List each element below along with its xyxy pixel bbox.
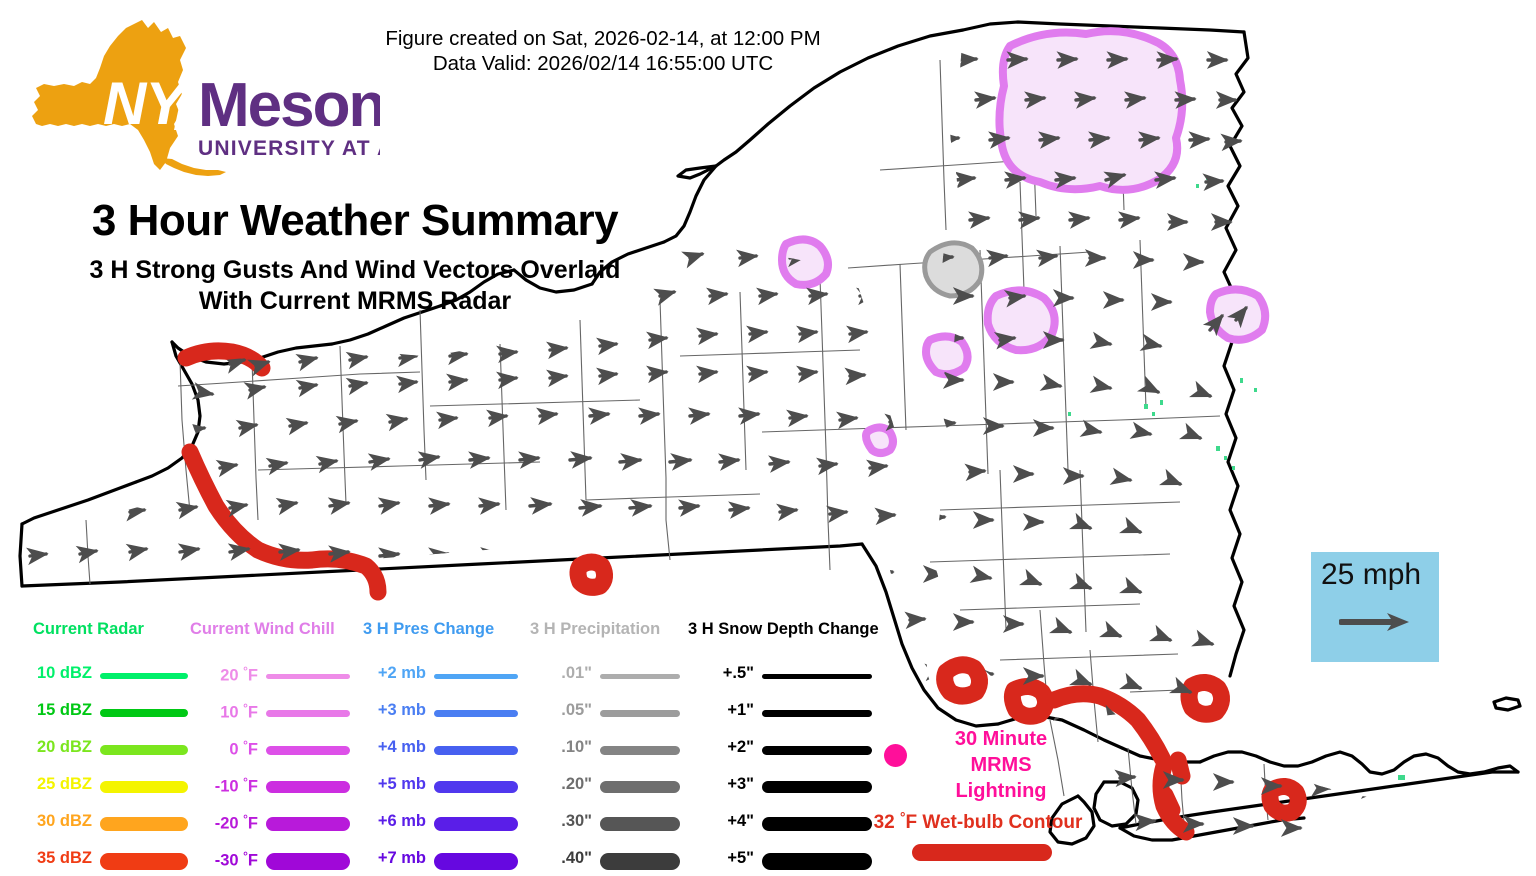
legend-swatch-3h-pres-change-0: [434, 673, 518, 679]
legend-label-3h-pres-change-1: +3 mb: [377, 701, 426, 719]
legend-label-current-wind-chill-0: 20 °F: [220, 664, 258, 685]
lightning-legend-text: 30 Minute MRMS Lightning: [912, 726, 1090, 804]
legend-swatch-current-wind-chill-3: [266, 781, 350, 793]
legend-label-3h-pres-change-4: +6 mb: [377, 812, 426, 830]
legend-swatch-3h-snow-depth-change-3: [762, 781, 872, 793]
legend-header-current-wind-chill: Current Wind Chill: [190, 620, 335, 638]
legend-label-3h-snow-depth-change-5: +5": [727, 849, 754, 867]
legend-label-3h-precipitation-3: .20": [561, 775, 592, 793]
figure-timestamp: Figure created on Sat, 2026-02-14, at 12…: [368, 26, 838, 76]
legend-swatch-current-wind-chill-1: [266, 709, 350, 717]
legend-swatch-current-wind-chill-5: [266, 852, 350, 870]
legend-header-3h-pres-change: 3 H Pres Change: [363, 620, 495, 638]
legend-label-3h-snow-depth-change-1: +1": [727, 701, 754, 719]
legend-swatch-3h-snow-depth-change-1: [762, 709, 872, 717]
legend-label-current-wind-chill-3: -10 °F: [214, 775, 258, 796]
legend-swatch-3h-pres-change-4: [434, 817, 518, 831]
lightning-line-2: MRMS: [970, 754, 1032, 776]
legend-swatch-3h-pres-change-3: [434, 781, 518, 793]
legend-label-current-wind-chill-1: 10 °F: [220, 701, 258, 722]
legend-swatch-current-radar-3: [100, 781, 188, 793]
lightning-line-3: Lightning: [955, 780, 1047, 802]
legend-label-3h-precipitation-5: .40": [561, 849, 592, 867]
legend-label-current-wind-chill-2: 0 °F: [229, 738, 258, 759]
subtitle-line-1: 3 H Strong Gusts And Wind Vectors Overla…: [89, 256, 621, 284]
logo-mesonet-text: Mesonet: [198, 71, 380, 140]
page-title: 3 Hour Weather Summary: [91, 196, 619, 245]
legend-label-3h-snow-depth-change-2: +2": [727, 738, 754, 756]
legend-swatch-current-radar-4: [100, 817, 188, 831]
wind-scale-reference: 25 mph: [1311, 552, 1439, 662]
legend-header-3h-precipitation: 3 H Precipitation: [530, 620, 661, 638]
legend-label-current-radar-0: 10 dBZ: [36, 664, 92, 682]
lightning-line-1: 30 Minute: [954, 728, 1048, 750]
wetbulb-legend-label: 32 °F Wet-bulb Contour: [873, 810, 1083, 834]
legend-swatch-current-radar-1: [100, 709, 188, 717]
wind-scale-arrow-icon: [1338, 610, 1411, 639]
legend-label-3h-pres-change-3: +5 mb: [377, 775, 426, 793]
legend-swatch-3h-pres-change-2: [434, 745, 518, 755]
legend-label-current-radar-1: 15 dBZ: [36, 701, 92, 719]
legend-swatch-3h-snow-depth-change-2: [762, 745, 872, 755]
legend-label-3h-snow-depth-change-4: +4": [727, 812, 754, 830]
page-subtitle: 3 H Strong Gusts And Wind Vectors Overla…: [40, 255, 670, 317]
legend-label-3h-snow-depth-change-3: +3": [727, 775, 754, 793]
legend-swatch-3h-precipitation-1: [600, 709, 680, 717]
legend-swatch-current-radar-2: [100, 745, 188, 755]
logo-nys-text: NYS: [103, 70, 224, 137]
legend-label-current-wind-chill-5: -30 °F: [214, 849, 258, 870]
legend-label-3h-precipitation-1: .05": [561, 701, 592, 719]
created-line: Figure created on Sat, 2026-02-14, at 12…: [385, 27, 821, 50]
legend-label-current-radar-3: 25 dBZ: [36, 775, 92, 793]
legend: Current Radar 10 dBZ 15 dBZ 20 dBZ 25 dBZ 30 …: [0, 612, 910, 876]
legend-label-3h-pres-change-0: +2 mb: [377, 664, 426, 682]
wind-scale-label: 25 mph: [1321, 558, 1422, 591]
legend-label-3h-precipitation-2: .10": [561, 738, 592, 756]
legend-label-3h-precipitation-4: .30": [561, 812, 592, 830]
legend-swatch-3h-precipitation-3: [600, 781, 680, 793]
legend-label-current-radar-4: 30 dBZ: [36, 812, 92, 830]
legend-header-current-radar: Current Radar: [33, 620, 144, 638]
subtitle-line-2: With Current MRMS Radar: [198, 287, 512, 315]
lightning-dot-icon: [884, 744, 907, 767]
logo-svg: NYS Mesonet UNIVERSITY AT ALBANY: [32, 20, 380, 176]
legend-swatch-3h-precipitation-5: [600, 852, 680, 870]
legend-label-current-wind-chill-4: -20 °F: [214, 812, 258, 833]
legend-label-3h-precipitation-0: .01": [561, 664, 592, 682]
legend-label-current-radar-2: 20 dBZ: [36, 738, 92, 756]
legend-swatch-3h-precipitation-2: [600, 745, 680, 755]
legend-swatch-current-wind-chill-0: [266, 673, 350, 679]
legend-swatch-3h-snow-depth-change-5: [762, 852, 872, 870]
precipitation-region: [922, 240, 985, 299]
wetbulb-legend-swatch: [912, 844, 1052, 861]
legend-swatch-current-wind-chill-2: [266, 745, 350, 755]
legend-label-3h-pres-change-2: +4 mb: [377, 738, 426, 756]
ny-state-silhouette: [32, 20, 226, 176]
nys-mesonet-logo: NYS Mesonet UNIVERSITY AT ALBANY: [30, 18, 380, 178]
legend-header-3h-snow-depth-change: 3 H Snow Depth Change: [688, 620, 879, 638]
legend-label-3h-pres-change-5: +7 mb: [377, 849, 426, 867]
legend-swatch-3h-pres-change-5: [434, 852, 518, 870]
wind-chill-regions: [778, 27, 1270, 457]
legend-swatch-3h-precipitation-4: [600, 817, 680, 831]
valid-line: Data Valid: 2026/02/14 16:55:00 UTC: [432, 52, 774, 75]
logo-slash: [174, 74, 200, 130]
legend-swatch-3h-snow-depth-change-0: [762, 673, 872, 679]
legend-label-3h-snow-depth-change-0: +.5": [722, 664, 754, 682]
legend-swatch-3h-snow-depth-change-4: [762, 817, 872, 831]
legend-swatch-current-wind-chill-4: [266, 817, 350, 831]
legend-swatch-3h-precipitation-0: [600, 673, 680, 679]
legend-swatch-current-radar-0: [100, 673, 188, 679]
legend-swatch-3h-pres-change-1: [434, 709, 518, 717]
legend-label-current-radar-5: 35 dBZ: [36, 849, 92, 867]
legend-swatch-current-radar-5: [100, 852, 188, 870]
logo-university-text: UNIVERSITY AT ALBANY: [198, 137, 380, 160]
